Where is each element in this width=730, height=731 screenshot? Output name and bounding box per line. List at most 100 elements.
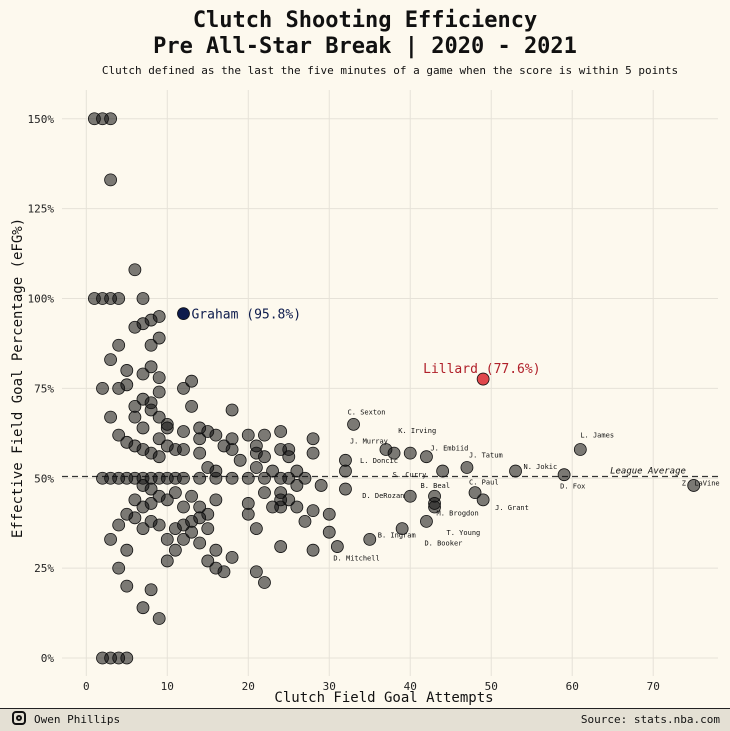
data-point <box>306 504 320 518</box>
x-tick-label: 10 <box>161 680 174 693</box>
data-point <box>249 522 263 536</box>
data-point <box>120 651 134 665</box>
data-point <box>128 511 142 525</box>
data-point <box>104 532 117 546</box>
x-axis-label: Clutch Field Goal Attempts <box>274 690 493 706</box>
data-point <box>282 450 296 464</box>
y-axis-label: Effective Field Goal Percentage (eFG%) <box>10 218 26 538</box>
labeled-data-point <box>509 464 522 478</box>
data-point <box>274 540 288 553</box>
data-point <box>128 410 142 424</box>
data-point <box>160 532 174 546</box>
data-point <box>112 292 126 305</box>
data-point <box>96 381 109 395</box>
data-point <box>314 479 328 492</box>
point-label: T. Young <box>447 529 481 537</box>
data-point <box>258 450 271 464</box>
y-tick-label: 50% <box>34 472 54 485</box>
data-point <box>306 543 320 557</box>
labeled-data-point <box>428 500 441 514</box>
data-point <box>112 338 126 352</box>
x-tick-label: 50 <box>485 680 498 693</box>
data-point <box>306 432 320 446</box>
x-tick-label: 60 <box>566 680 579 693</box>
labeled-data-point <box>468 486 482 500</box>
data-point <box>104 410 117 424</box>
data-point <box>225 443 239 456</box>
point-label: M. Brogdon <box>437 509 479 517</box>
x-tick-label: 40 <box>404 680 417 693</box>
data-point <box>152 432 166 446</box>
labeled-data-point <box>460 461 474 474</box>
chart-title-line1: Clutch Shooting Efficiency <box>192 8 538 33</box>
league-average-label: League Average <box>610 466 686 476</box>
labeled-data-point <box>403 489 417 503</box>
data-point <box>322 525 336 539</box>
point-label: D. Fox <box>560 483 585 491</box>
data-point <box>152 450 166 464</box>
point-label: L. Doncic <box>360 457 398 465</box>
data-point <box>258 486 271 500</box>
data-point <box>258 428 271 442</box>
chart-subtitle: Clutch defined as the last the five minu… <box>101 64 679 77</box>
data-point <box>193 446 207 460</box>
labeled-data-point <box>557 468 571 482</box>
data-point <box>241 428 255 442</box>
labeled-data-point <box>363 532 377 546</box>
data-point <box>136 421 150 435</box>
data-point <box>144 360 158 374</box>
scatter-chart: 0% 25% 50% 75% 100% 125% 150% 0 10 20 30 40 50 60 70 Cl… <box>10 90 720 706</box>
data-point <box>104 353 117 367</box>
point-label: C. Sexton <box>348 408 386 416</box>
data-point <box>104 173 117 187</box>
data-point <box>225 471 239 485</box>
data-point <box>144 482 158 496</box>
x-tick-label: 30 <box>323 680 336 693</box>
data-point <box>136 367 150 381</box>
data-point <box>258 576 271 589</box>
data-point <box>298 515 312 528</box>
data-point <box>136 500 150 514</box>
footer-author: Owen Phillips <box>34 713 121 726</box>
y-tick-label: 125% <box>28 203 55 216</box>
data-point <box>274 486 288 500</box>
data-point <box>120 543 134 557</box>
data-point <box>152 310 166 323</box>
data-point <box>201 522 215 536</box>
data-point <box>160 493 174 507</box>
data-point <box>152 612 166 625</box>
data-point <box>225 403 239 417</box>
data-point <box>193 432 207 446</box>
data-point <box>201 554 215 568</box>
data-point <box>152 385 166 399</box>
x-tick-label: 70 <box>647 680 660 693</box>
point-label: S. Curry <box>393 471 427 479</box>
labeled-data-point <box>420 450 433 464</box>
data-point <box>233 453 247 467</box>
footer-bar: Owen Phillips Source: stats.nba.com <box>0 708 730 731</box>
point-label: K. Irving <box>398 427 436 435</box>
highlight-label: Lillard (77.6%) <box>423 362 540 377</box>
data-point <box>128 493 142 507</box>
data-point <box>185 374 198 388</box>
point-label: C. Paul <box>469 479 499 487</box>
highlight-point <box>476 372 490 386</box>
data-point <box>249 565 263 579</box>
data-point <box>274 425 288 438</box>
y-tick-label: 100% <box>28 293 55 306</box>
data-point <box>225 550 239 564</box>
data-point <box>274 500 288 514</box>
data-point <box>185 489 198 503</box>
data-point <box>193 536 207 550</box>
data-point <box>128 263 142 277</box>
data-point <box>160 421 174 435</box>
data-point <box>152 331 166 345</box>
data-point <box>258 471 271 485</box>
point-label: J. Embiid <box>430 445 468 453</box>
data-point <box>241 471 255 485</box>
data-point <box>282 471 296 485</box>
data-point <box>120 364 134 377</box>
instagram-icon <box>12 711 26 725</box>
data-point <box>112 561 126 575</box>
data-point <box>193 471 207 485</box>
